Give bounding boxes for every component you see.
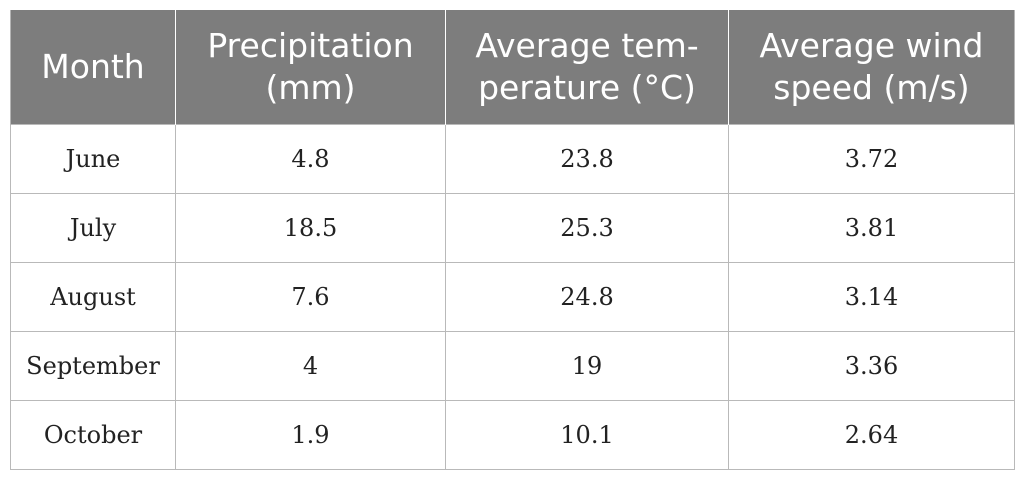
table-row: August 7.6 24.8 3.14 xyxy=(10,261,1015,332)
header-precipitation-line-2: (mm) xyxy=(265,67,356,107)
header-precipitation: Precipitation (mm) xyxy=(175,10,446,124)
header-temperature: Average tem- perature (°C) xyxy=(445,10,729,124)
cell-wind-speed: 3.72 xyxy=(728,123,1015,194)
table-body: June 4.8 23.8 3.72 July 18.5 25.3 3.81 A… xyxy=(10,123,1015,470)
cell-wind-speed: 3.36 xyxy=(728,330,1015,401)
cell-wind-speed: 3.81 xyxy=(728,192,1015,263)
cell-month: June xyxy=(10,123,176,194)
cell-temperature: 23.8 xyxy=(445,123,729,194)
cell-temperature: 19 xyxy=(445,330,729,401)
header-row: Month Precipitation (mm) Average tem- pe… xyxy=(10,10,1015,124)
cell-temperature: 24.8 xyxy=(445,261,729,332)
header-precipitation-line-1: Precipitation xyxy=(207,25,414,65)
cell-month: August xyxy=(10,261,176,332)
cell-temperature: 10.1 xyxy=(445,399,729,470)
climate-table-container: Month Precipitation (mm) Average tem- pe… xyxy=(10,10,1015,470)
cell-month: October xyxy=(10,399,176,470)
cell-month: September xyxy=(10,330,176,401)
cell-month: July xyxy=(10,192,176,263)
climate-data-table: Month Precipitation (mm) Average tem- pe… xyxy=(10,10,1015,470)
cell-wind-speed: 2.64 xyxy=(728,399,1015,470)
table-row: September 4 19 3.36 xyxy=(10,330,1015,401)
table-row: October 1.9 10.1 2.64 xyxy=(10,399,1015,470)
header-wind-speed-line-1: Average wind xyxy=(759,25,984,65)
header-month-label: Month xyxy=(41,46,145,86)
cell-wind-speed: 3.14 xyxy=(728,261,1015,332)
header-wind-speed: Average wind speed (m/s) xyxy=(728,10,1015,124)
cell-precipitation: 4 xyxy=(175,330,446,401)
header-temperature-line-2: perature (°C) xyxy=(478,67,696,107)
table-row: June 4.8 23.8 3.72 xyxy=(10,123,1015,194)
table-row: July 18.5 25.3 3.81 xyxy=(10,192,1015,263)
table-header: Month Precipitation (mm) Average tem- pe… xyxy=(10,10,1015,124)
cell-precipitation: 4.8 xyxy=(175,123,446,194)
cell-precipitation: 1.9 xyxy=(175,399,446,470)
header-wind-speed-line-2: speed (m/s) xyxy=(773,67,970,107)
cell-precipitation: 7.6 xyxy=(175,261,446,332)
cell-precipitation: 18.5 xyxy=(175,192,446,263)
header-month: Month xyxy=(10,10,176,124)
cell-temperature: 25.3 xyxy=(445,192,729,263)
header-temperature-line-1: Average tem- xyxy=(475,25,699,65)
